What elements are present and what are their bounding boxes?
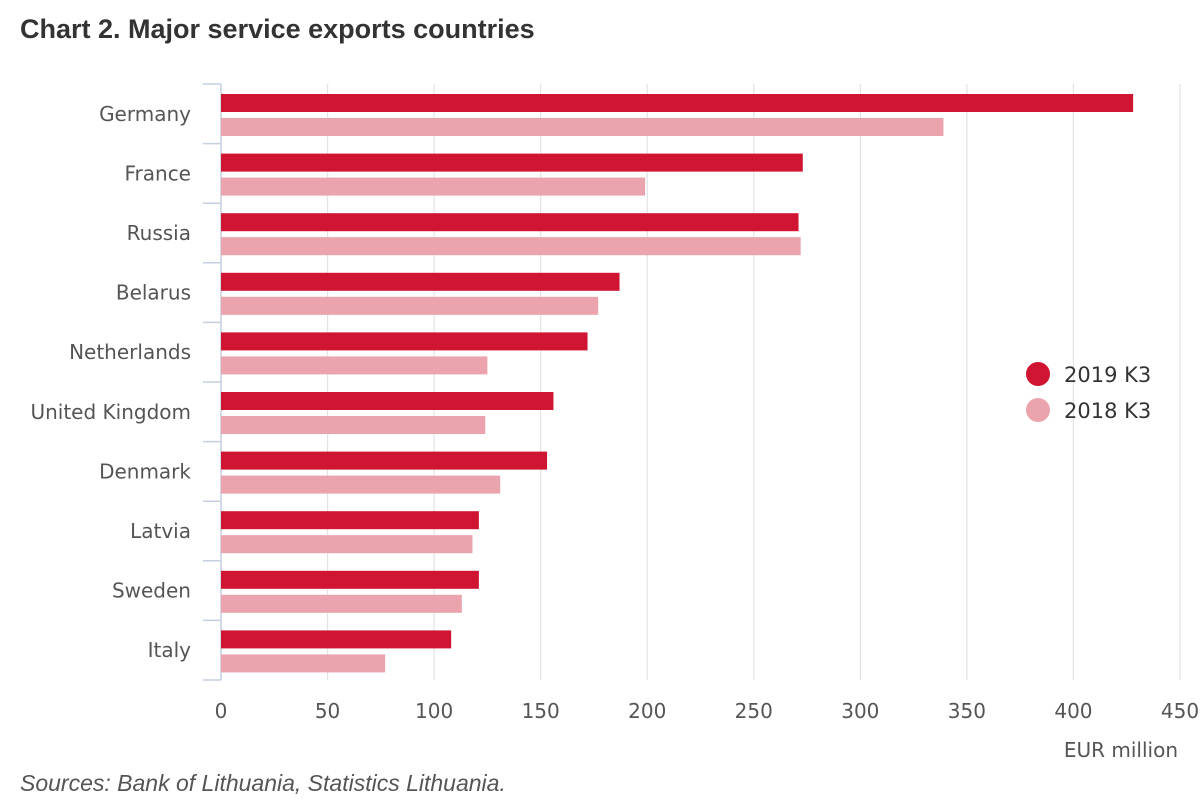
bar-series-1: [221, 511, 479, 530]
legend: 2019 K3 2018 K3: [1026, 362, 1151, 423]
category-label: Latvia: [130, 519, 191, 543]
x-tick-label: 100: [415, 699, 453, 723]
bar-series-2: [221, 177, 646, 196]
bar-series-2: [221, 475, 501, 494]
bar-series-1: [221, 272, 620, 291]
x-tick-label: 450: [1161, 699, 1199, 723]
category-label: United Kingdom: [30, 400, 191, 424]
bar-series-1: [221, 94, 1134, 112]
category-label: Germany: [99, 102, 191, 126]
label-layer: 0 50 100 150 200 250 300 350 400 450 Germany France…: [30, 102, 1199, 762]
category-label: Italy: [148, 638, 192, 662]
legend-swatch: [1026, 398, 1050, 422]
category-label: Denmark: [99, 459, 191, 483]
axis-layer: [203, 83, 222, 681]
category-label: Netherlands: [69, 340, 191, 364]
x-tick-label: 200: [628, 699, 666, 723]
chart-title: Chart 2. Major service exports countries: [20, 14, 535, 44]
legend-label: 2018 K3: [1064, 399, 1151, 423]
bar-series-1: [221, 570, 479, 589]
category-label: France: [124, 161, 191, 185]
bar-layer: [221, 94, 1134, 673]
legend-swatch: [1026, 362, 1050, 386]
legend-label: 2019 K3: [1064, 363, 1151, 387]
bar-series-2: [221, 356, 488, 375]
x-tick-label: 50: [315, 699, 340, 723]
bar-series-1: [221, 332, 588, 351]
bar-series-1: [221, 392, 554, 410]
category-label: Belarus: [116, 281, 191, 305]
category-label: Russia: [127, 221, 191, 245]
x-tick-label: 0: [215, 699, 228, 723]
category-label: Sweden: [112, 579, 191, 603]
x-axis-title: EUR million: [1064, 738, 1178, 762]
bar-series-1: [221, 213, 799, 232]
bar-series-2: [221, 535, 473, 554]
x-tick-label: 150: [522, 699, 560, 723]
grid-layer: [326, 84, 1181, 680]
bar-series-2: [221, 237, 801, 256]
bar-series-2: [221, 594, 462, 613]
chart-source: Sources: Bank of Lithuania, Statistics L…: [20, 770, 506, 796]
bar-series-1: [221, 153, 803, 172]
bar-series-2: [221, 118, 944, 136]
bar-series-1: [221, 451, 548, 470]
bar-series-2: [221, 416, 486, 434]
x-tick-label: 400: [1054, 699, 1092, 723]
bar-series-2: [221, 654, 386, 673]
bar-series-2: [221, 296, 599, 315]
bar-series-1: [221, 630, 452, 649]
x-tick-label: 350: [948, 699, 986, 723]
x-tick-label: 300: [841, 699, 879, 723]
x-tick-label: 250: [735, 699, 773, 723]
